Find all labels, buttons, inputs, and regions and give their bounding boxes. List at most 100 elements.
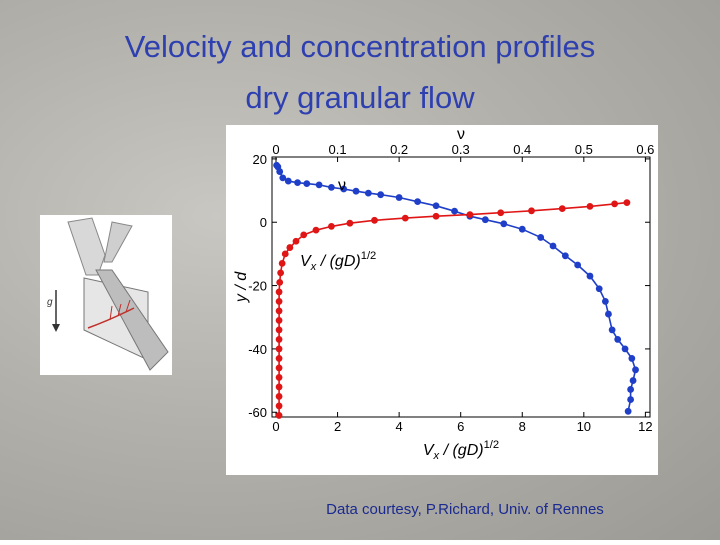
label-mid: / (gD) <box>316 253 360 270</box>
chart-panel <box>226 125 658 475</box>
data-point <box>623 199 631 207</box>
label-sup: 1/2 <box>484 439 500 451</box>
data-point <box>284 177 292 185</box>
data-point <box>586 272 594 280</box>
data-point <box>371 216 378 224</box>
hopper-left <box>67 217 106 276</box>
data-point <box>276 168 284 175</box>
x2-tick-label: 0 <box>272 142 279 157</box>
hopper-right <box>103 221 133 263</box>
data-point <box>275 383 283 391</box>
profile-arrows <box>109 299 131 321</box>
data-point <box>595 285 603 293</box>
data-point <box>340 185 348 193</box>
plot: 0 2 4 6 8 10 12 0 0.1 0.2 0.3 0.4 0.5 0.6 20 0 -20 -40 -60… <box>233 126 654 462</box>
data-point <box>401 214 409 222</box>
data-point <box>275 326 283 334</box>
data-point <box>481 216 489 224</box>
x2-tick-label: 0.2 <box>390 142 408 157</box>
label-main: V <box>423 442 435 459</box>
axis-label: Vx / (gD)1/2 <box>423 439 499 462</box>
label-sub: x <box>310 261 317 273</box>
data-point <box>624 407 632 415</box>
data-point <box>627 386 635 393</box>
x-tick-label: 8 <box>519 419 526 434</box>
data-point <box>275 393 283 400</box>
data-point <box>537 234 545 241</box>
y-tick-label: -20 <box>248 279 267 294</box>
x-tick-label: 12 <box>638 419 652 434</box>
x-tick-label: 4 <box>396 419 403 434</box>
y-tick-label: -40 <box>248 342 267 357</box>
x-tick-label: 10 <box>577 419 591 434</box>
credit: Data courtesy, P.Richard, Univ. of Renne… <box>326 501 604 518</box>
x2-tick-label: 0.1 <box>329 142 347 157</box>
data-point <box>286 244 294 251</box>
chute <box>95 269 169 371</box>
x2-tick-label: 0.3 <box>452 142 470 157</box>
gravity-head <box>52 324 60 332</box>
data-point <box>275 336 283 343</box>
x2-axis-label: ν <box>457 126 465 143</box>
data-point <box>275 288 283 296</box>
data-point <box>277 269 285 277</box>
schematic: g <box>40 215 172 375</box>
data-point <box>632 366 639 374</box>
data-point <box>621 345 629 353</box>
y-tick-label: -60 <box>248 405 267 420</box>
data-point <box>627 396 635 403</box>
data-point <box>328 222 335 230</box>
data-point <box>528 207 535 215</box>
data-point <box>315 181 323 189</box>
title-line: Velocity and concentration profiles <box>125 29 595 64</box>
title-line: dry granular flow <box>245 80 475 115</box>
data-point <box>346 219 354 227</box>
data-point <box>364 189 372 197</box>
x2-tick-label: 0.6 <box>636 142 654 157</box>
data-point <box>276 279 284 286</box>
data-point <box>432 212 440 220</box>
data-point <box>500 220 508 228</box>
data-point <box>275 307 283 315</box>
data-point <box>608 326 616 334</box>
data-point <box>275 402 283 410</box>
data-point <box>328 184 335 191</box>
label-sub: x <box>433 450 440 462</box>
x-tick-label: 0 <box>272 419 279 434</box>
data-point <box>414 198 421 206</box>
data-point <box>303 180 311 188</box>
data-point <box>432 202 440 210</box>
y-tick-label: 0 <box>260 215 267 230</box>
data-point <box>466 211 474 219</box>
data-point <box>574 261 582 269</box>
y-tick-label: 20 <box>253 152 267 167</box>
data-point <box>601 298 609 305</box>
data-point <box>275 355 283 362</box>
data-point <box>279 174 287 182</box>
label-main: V <box>300 253 312 270</box>
x2-tick-label: 0.5 <box>575 142 593 157</box>
data-point <box>292 237 300 245</box>
x-tick-label: 2 <box>334 419 341 434</box>
data-point <box>275 317 283 324</box>
data-point <box>611 200 619 208</box>
data-point <box>451 207 458 215</box>
x2-tick-label: 0.4 <box>513 142 531 157</box>
data-point <box>275 364 283 372</box>
data-point <box>586 203 594 210</box>
y-axis-label: y / d <box>233 271 250 303</box>
data-point <box>278 260 286 267</box>
data-point <box>561 252 569 260</box>
axis-label: Vx / (gD)1/2 <box>300 250 376 273</box>
data-point <box>518 225 526 233</box>
data-point <box>281 250 289 258</box>
gravity-label: g <box>47 297 53 308</box>
data-point <box>628 355 636 362</box>
data-point <box>275 345 283 353</box>
data-point <box>549 242 557 250</box>
data-point <box>377 191 385 199</box>
data-point <box>312 226 320 234</box>
data-point <box>352 187 360 195</box>
